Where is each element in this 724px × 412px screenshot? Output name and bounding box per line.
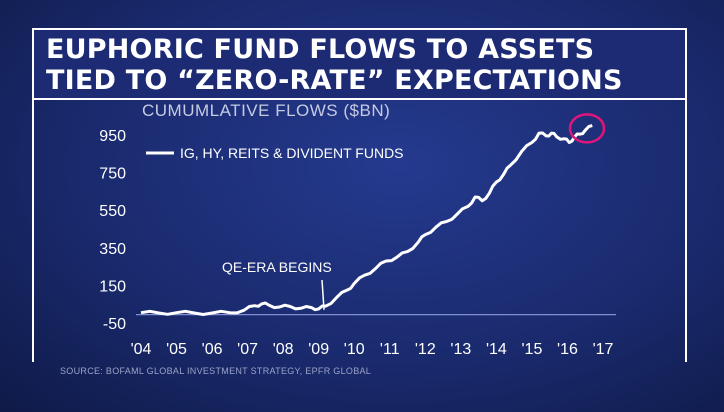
x-tick-label: '08 <box>273 341 294 358</box>
annotation-qe-era: QE-ERA BEGINS <box>222 259 332 310</box>
x-tick-label: '10 <box>344 341 365 358</box>
chart-title-line2: TIED TO “ZERO-RATE” EXPECTATIONS <box>46 65 623 96</box>
x-tick-label: '05 <box>166 341 187 358</box>
highlight-circle <box>568 113 606 144</box>
annotation-label: QE-ERA BEGINS <box>222 259 332 275</box>
x-tick-label: '17 <box>593 341 614 358</box>
y-tick-label: 350 <box>99 241 126 258</box>
chart-subtitle: CUMUMLATIVE FLOWS ($BN) <box>142 101 391 120</box>
y-tick-label: 150 <box>99 278 126 295</box>
series-line <box>140 124 593 316</box>
y-tick-label: -50 <box>103 316 126 333</box>
x-tick-label: '12 <box>415 341 436 358</box>
legend-label: IG, HY, REITS & DIVIDENT FUNDS <box>180 145 404 161</box>
x-tick-label: '07 <box>237 341 258 358</box>
y-tick-label: 950 <box>99 128 126 145</box>
title-banner <box>32 28 687 100</box>
x-tick-label: '06 <box>202 341 223 358</box>
x-tick-label: '15 <box>521 341 542 358</box>
x-tick-label: '14 <box>486 341 507 358</box>
x-tick-label: '04 <box>131 341 152 358</box>
chart-title-line1: EUPHORIC FUND FLOWS TO ASSETS <box>46 34 595 65</box>
annotation-pointer <box>321 279 325 310</box>
source-note: SOURCE: BOFAML GLOBAL INVESTMENT STRATEG… <box>60 366 372 376</box>
y-axis-ticks: -50 150 350 550 750 950 <box>99 128 126 333</box>
y-tick-label: 750 <box>99 166 126 183</box>
y-tick-label: 550 <box>99 203 126 220</box>
x-tick-label: '09 <box>308 341 329 358</box>
legend: IG, HY, REITS & DIVIDENT FUNDS <box>146 145 404 161</box>
chart-panel <box>32 100 687 362</box>
x-tick-label: '11 <box>380 341 400 358</box>
chart-title: EUPHORIC FUND FLOWS TO ASSETS TIED TO “Z… <box>46 34 623 96</box>
x-axis-ticks: '04 '05 '06 '07 '08 '09 '10 '11 '12 '13 '14 '15 '16 '… <box>131 341 614 358</box>
x-tick-label: '13 <box>450 341 471 358</box>
x-tick-label: '16 <box>557 341 578 358</box>
